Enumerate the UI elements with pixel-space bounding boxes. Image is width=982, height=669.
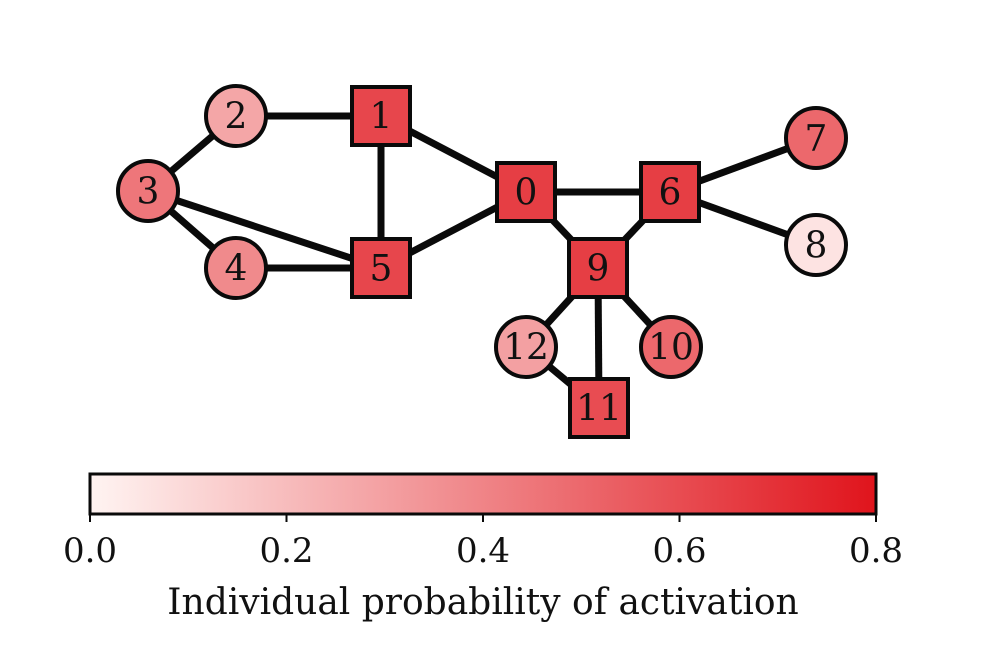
node-3-circle <box>116 159 180 223</box>
node-11-label: 11 <box>576 389 622 430</box>
colorbar: 0.0 0.2 0.4 0.6 0.8 Individual probability o… <box>63 472 903 623</box>
colorbar-label: Individual probability of activation <box>167 582 798 623</box>
node-7-circle <box>784 106 848 170</box>
node-0: 0 <box>495 161 557 223</box>
colorbar-tick-label-4: 0.8 <box>849 531 903 571</box>
node-5-label: 5 <box>370 249 393 290</box>
node-9-label: 9 <box>587 249 610 290</box>
node-0-square <box>495 161 557 223</box>
node-8: 8 <box>784 213 848 277</box>
colorbar-tick-label-2: 0.4 <box>456 531 510 571</box>
node-5: 5 <box>350 237 412 299</box>
node-12-label: 12 <box>503 328 549 369</box>
node-4-label: 4 <box>225 249 248 290</box>
node-1-label: 1 <box>370 97 393 138</box>
node-5-square <box>350 237 412 299</box>
node-12: 12 <box>494 315 558 379</box>
node-4-circle <box>204 236 268 300</box>
node-6-label: 6 <box>659 173 682 214</box>
node-10-label: 10 <box>648 328 694 369</box>
colorbar-tick-label-0: 0.0 <box>63 531 117 571</box>
node-12-circle <box>494 315 558 379</box>
colorbar-gradient <box>88 472 878 516</box>
node-4: 4 <box>204 236 268 300</box>
node-10: 10 <box>639 315 703 379</box>
node-6: 6 <box>639 161 701 223</box>
node-6-square <box>639 161 701 223</box>
node-2-label: 2 <box>225 97 248 138</box>
node-11: 11 <box>568 377 630 439</box>
node-8-label: 8 <box>805 226 828 267</box>
node-8-circle <box>784 213 848 277</box>
node-2: 2 <box>204 84 268 148</box>
colorbar-tick-label-1: 0.2 <box>259 531 313 571</box>
colorbar-tick-label-3: 0.6 <box>652 531 706 571</box>
node-9-square <box>567 237 629 299</box>
node-1-square <box>350 85 412 147</box>
node-9: 9 <box>567 237 629 299</box>
node-3: 3 <box>116 159 180 223</box>
node-11-square <box>568 377 630 439</box>
node-10-circle <box>639 315 703 379</box>
node-0-label: 0 <box>515 173 538 214</box>
colorbar-ticks: 0.0 0.2 0.4 0.6 0.8 <box>63 514 903 571</box>
node-1: 1 <box>350 85 412 147</box>
node-7: 7 <box>784 106 848 170</box>
edge-3-5 <box>146 187 383 272</box>
node-3-label: 3 <box>137 172 160 213</box>
node-2-circle <box>204 84 268 148</box>
node-7-label: 7 <box>805 119 828 160</box>
